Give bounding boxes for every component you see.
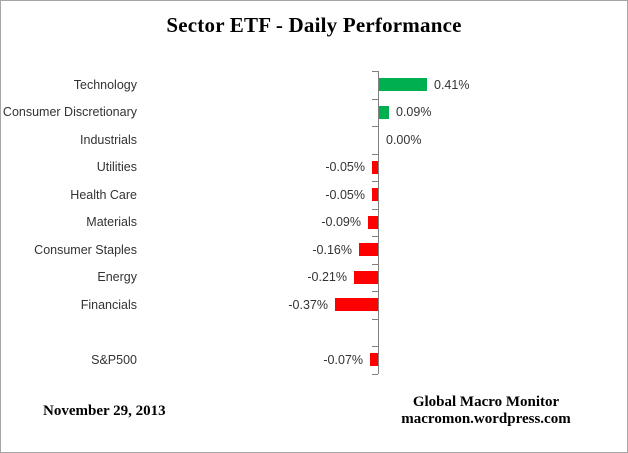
axis-tick <box>372 236 378 237</box>
category-label: Industrials <box>80 133 137 147</box>
attribution-line1: Global Macro Monitor <box>412 394 560 410</box>
performance-bar <box>379 106 389 119</box>
value-label: -0.05% <box>325 160 365 174</box>
attribution-line2: macromon.wordpress.com <box>401 411 571 427</box>
axis-tick <box>372 209 378 210</box>
category-label: Utilities <box>96 160 137 174</box>
value-label: -0.16% <box>312 243 352 257</box>
axis-tick <box>372 154 378 155</box>
category-label: Energy <box>97 270 137 284</box>
footer-date: November 29, 2013 <box>43 403 166 419</box>
value-label: -0.09% <box>321 215 361 229</box>
performance-bar <box>354 271 378 284</box>
axis-tick <box>372 181 378 182</box>
category-axis-line <box>378 71 379 374</box>
axis-tick <box>372 264 378 265</box>
performance-bar <box>372 188 378 201</box>
axis-tick <box>372 291 378 292</box>
axis-tick <box>372 71 378 72</box>
value-label: 0.41% <box>434 78 470 92</box>
axis-tick <box>372 126 378 127</box>
axis-tick <box>372 374 378 375</box>
value-label: 0.00% <box>386 133 422 147</box>
performance-bar <box>335 298 378 311</box>
performance-bar <box>368 216 378 229</box>
category-label: Technology <box>73 78 137 92</box>
category-label: Consumer Discretionary <box>2 105 137 119</box>
performance-bar <box>359 243 378 256</box>
category-label: Consumer Staples <box>34 243 137 257</box>
axis-tick <box>372 319 378 320</box>
performance-bar <box>372 161 378 174</box>
category-label: Health Care <box>70 188 137 202</box>
value-label: -0.05% <box>325 188 365 202</box>
value-label: -0.21% <box>307 270 347 284</box>
performance-bar <box>379 78 427 91</box>
footer-attribution: Global Macro Monitor macromon.wordpress.… <box>336 394 627 428</box>
category-label: S&P500 <box>91 353 137 367</box>
chart-title: Sector ETF - Daily Performance <box>166 13 462 37</box>
value-label: -0.07% <box>323 353 363 367</box>
category-label: Materials <box>86 215 137 229</box>
performance-bar <box>370 353 378 366</box>
value-label: -0.37% <box>288 298 328 312</box>
value-label: 0.09% <box>396 105 432 119</box>
axis-tick <box>372 346 378 347</box>
axis-tick <box>372 99 378 100</box>
category-label: Financials <box>80 298 137 312</box>
